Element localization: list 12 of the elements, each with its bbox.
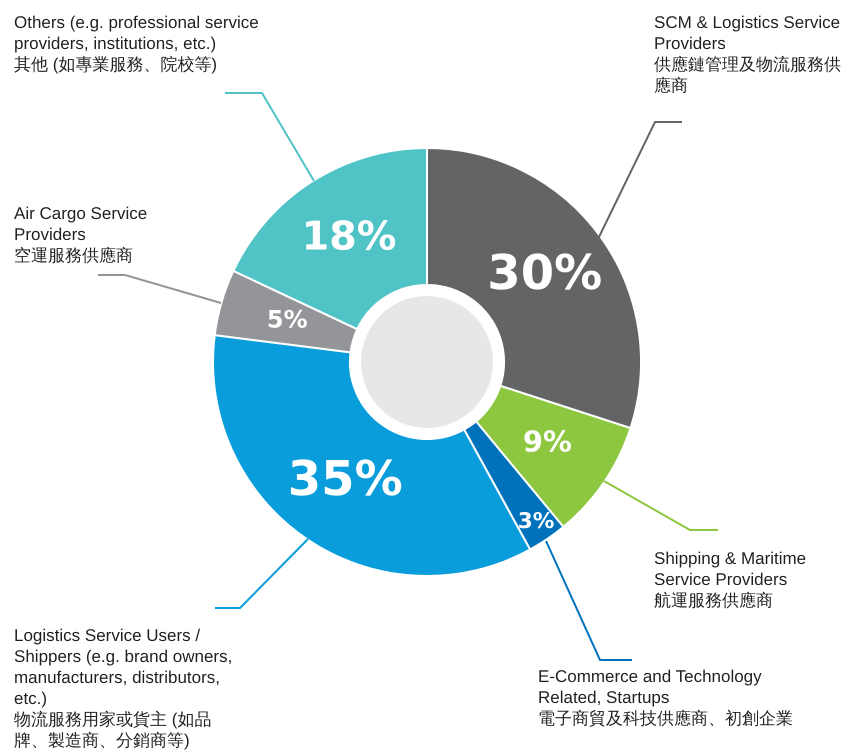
slice-label: Others (e.g. professional service providers, institutions, etc.) 其他 (如專業服務、院校等) xyxy=(14,12,260,75)
data-label: 30% xyxy=(487,244,602,301)
slice-label: Shipping & Maritime Service Providers 航運服務供應商 xyxy=(654,548,808,611)
slice-label: SCM & Logistics Service Providers 供應鏈管理及物流服務供應商 xyxy=(654,12,842,96)
data-label: 9% xyxy=(522,424,572,458)
data-label: 5% xyxy=(266,306,308,334)
data-label: 3% xyxy=(518,509,554,534)
slice-label: E-Commerce and Technology Related, Startups 電子商貿及科技供應商、初創企業 xyxy=(538,666,794,729)
data-label: 18% xyxy=(302,213,396,260)
slice-label: Air Cargo Service Providers 空運服務供應商 xyxy=(14,203,148,266)
data-label: 35% xyxy=(288,450,403,507)
slice-label: Logistics Service Users / Shippers (e.g. brand owners, manufacturers, distributors, etc.) 物流服務用家或貨主 (如品牌、製造商、分銷商等) xyxy=(14,625,234,751)
